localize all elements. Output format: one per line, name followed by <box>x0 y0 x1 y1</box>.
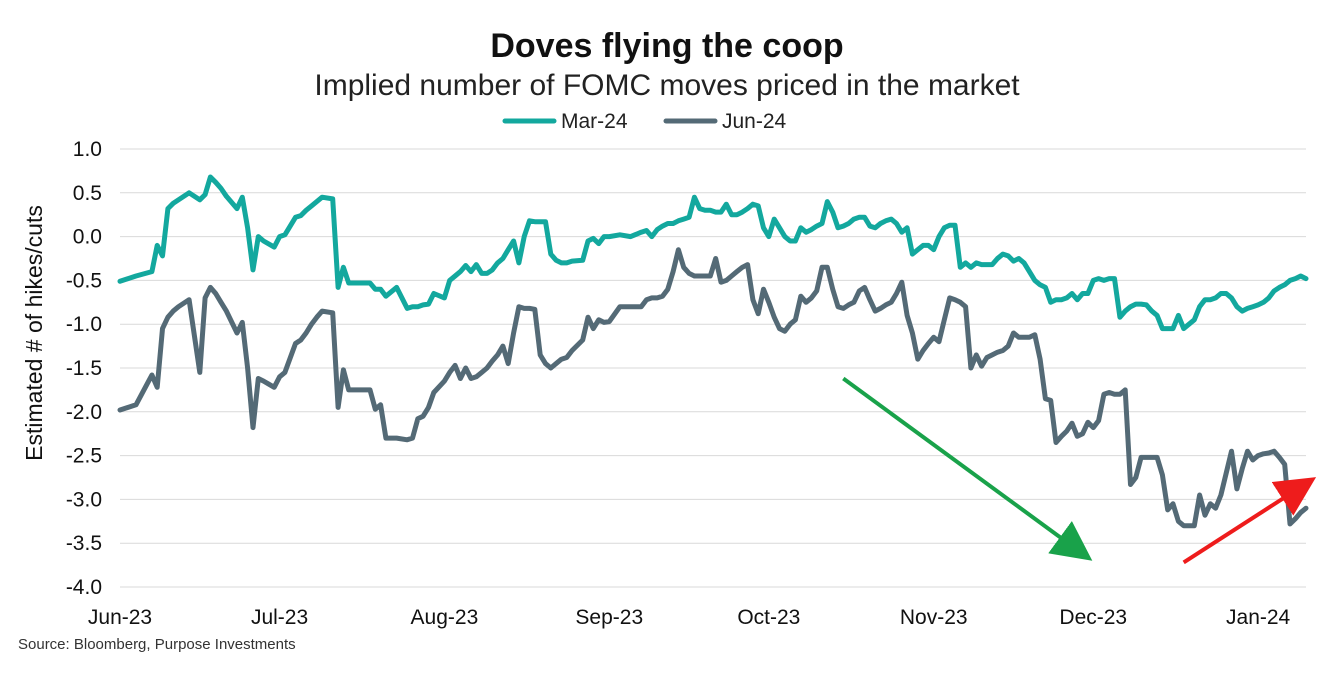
y-tick-label: -3.5 <box>66 532 102 555</box>
x-tick-label: Aug-23 <box>411 606 479 629</box>
y-axis-label: Estimated # of hikes/cuts <box>21 205 47 461</box>
legend-label-mar-24: Mar-24 <box>561 110 628 133</box>
source-note: Source: Bloomberg, Purpose Investments <box>18 636 296 653</box>
chart-subtitle: Implied number of FOMC moves priced in t… <box>314 69 1020 102</box>
y-tick-label: -1.5 <box>66 357 102 380</box>
series-line-mar-24 <box>117 174 1309 332</box>
y-tick-label: 0.0 <box>73 226 102 249</box>
chart-title: Doves flying the coop <box>490 27 843 65</box>
x-tick-label: Dec-23 <box>1059 606 1127 629</box>
y-tick-label: -0.5 <box>66 269 102 292</box>
x-tick-label: Nov-23 <box>900 606 968 629</box>
y-tick-label: -2.0 <box>66 401 102 424</box>
annotations <box>842 376 1317 565</box>
x-tick-label: Sep-23 <box>575 606 643 629</box>
x-tick-label: Jul-23 <box>251 606 308 629</box>
y-tick-label: -2.5 <box>66 445 102 468</box>
arrow-up-right <box>1182 477 1317 565</box>
x-tick-label: Jun-23 <box>88 606 152 629</box>
arrow-down-right <box>842 376 1093 561</box>
y-tick-label: -4.0 <box>66 576 102 599</box>
x-tick-label: Jan-24 <box>1226 606 1291 629</box>
y-tick-label: -3.0 <box>66 488 102 511</box>
legend: Mar-24 Jun-24 <box>502 110 787 133</box>
series-lines <box>117 174 1309 529</box>
y-axis-ticks: 1.0 0.5 0.0 -0.5 -1.0 -1.5 -2.0 -2.5 -3.0 -3.5 -4.… <box>66 138 102 599</box>
legend-label-jun-24: Jun-24 <box>722 110 787 133</box>
series-line-jun-24 <box>117 247 1309 529</box>
y-tick-label: -1.0 <box>66 313 102 336</box>
y-tick-label: 0.5 <box>73 182 102 205</box>
x-tick-label: Oct-23 <box>737 606 800 629</box>
x-axis-ticks: Jun-23 Jul-23 Aug-23 Sep-23 Oct-23 Nov-23 Dec-… <box>88 606 1291 629</box>
grid <box>120 148 1306 588</box>
y-tick-label: 1.0 <box>73 138 102 161</box>
